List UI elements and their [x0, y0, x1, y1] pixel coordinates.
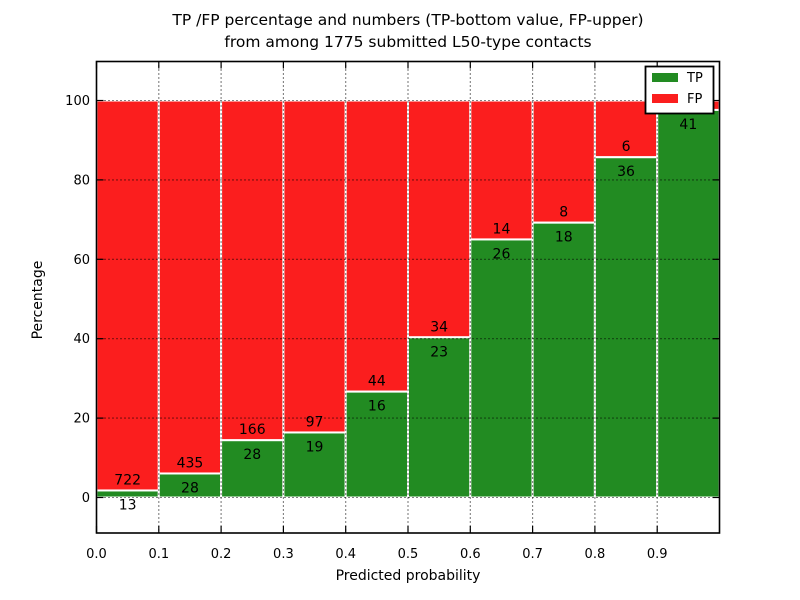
tp-bar-segment [282, 431, 347, 499]
fp-bar-segment [220, 99, 285, 442]
y-tick-label: 40 [73, 332, 90, 347]
tp-bar-segment [157, 472, 223, 499]
x-tick-label: 0.3 [273, 547, 294, 562]
tp-value-label: 16 [368, 399, 386, 415]
tp-value-label: 26 [493, 246, 511, 262]
tp-bar-segment [531, 221, 596, 499]
y-tick-label: 0 [82, 491, 90, 506]
legend-swatch [652, 73, 678, 82]
y-axis-label: Percentage [30, 260, 46, 340]
x-tick-label: 0.7 [522, 547, 543, 562]
x-tick-label: 0.2 [211, 547, 232, 562]
fp-value-label: 435 [177, 455, 204, 471]
tp-value-label: 19 [306, 439, 324, 455]
x-tick-label: 0.1 [148, 547, 169, 562]
fp-value-label: 722 [114, 472, 141, 488]
tp-bar-segment [95, 489, 160, 499]
y-tick-label: 100 [65, 94, 90, 109]
fp-value-label: 44 [368, 374, 386, 390]
tp-bar-segment [407, 336, 472, 499]
fp-bar-segment [344, 99, 410, 393]
tp-bar-segment [593, 156, 659, 499]
fp-value-label: 97 [306, 414, 324, 430]
fp-bar-segment [407, 99, 472, 339]
fp-value-label: 6 [622, 139, 631, 155]
y-tick-label: 80 [73, 173, 90, 188]
tp-bar-segment [220, 439, 285, 499]
tp-value-label: 23 [430, 344, 448, 360]
y-tick-label: 60 [73, 253, 90, 268]
tp-value-label: 18 [555, 230, 573, 246]
fp-value-label: 34 [430, 319, 448, 335]
x-axis-label: Predicted probability [335, 568, 481, 584]
tp-value-label: 28 [181, 480, 199, 496]
tp-value-label: 28 [243, 447, 261, 463]
tp-value-label: 13 [119, 497, 137, 513]
x-tick-label: 0.6 [460, 547, 481, 562]
tp-value-label: 41 [679, 117, 697, 133]
fp-value-label: 166 [239, 422, 266, 438]
x-tick-label: 0.9 [647, 547, 668, 562]
chart-title-line2: from among 1775 submitted L50-type conta… [224, 33, 592, 51]
fp-bar-segment [95, 99, 160, 492]
tp-bar-segment [469, 238, 534, 499]
x-tick-label: 0.4 [335, 547, 356, 562]
y-tick-label: 20 [73, 412, 90, 427]
fp-bar-segment [157, 99, 223, 475]
fp-value-label: 8 [559, 205, 568, 221]
legend-swatch [652, 94, 678, 103]
x-tick-label: 0.5 [398, 547, 419, 562]
x-tick-label: 0.0 [86, 547, 107, 562]
legend-label: TP [686, 71, 703, 86]
fp-bar-segment [282, 99, 347, 434]
x-tick-label: 0.8 [585, 547, 606, 562]
chart-title-line1: TP /FP percentage and numbers (TP-bottom… [172, 11, 644, 29]
fp-bar-segment [469, 99, 534, 241]
tp-bar-segment [656, 108, 721, 499]
tp-value-label: 36 [617, 164, 635, 180]
chart-title: TP /FP percentage and numbers (TP-bottom… [96, 9, 720, 53]
legend-label: FP [687, 92, 702, 107]
fp-value-label: 14 [493, 221, 511, 237]
